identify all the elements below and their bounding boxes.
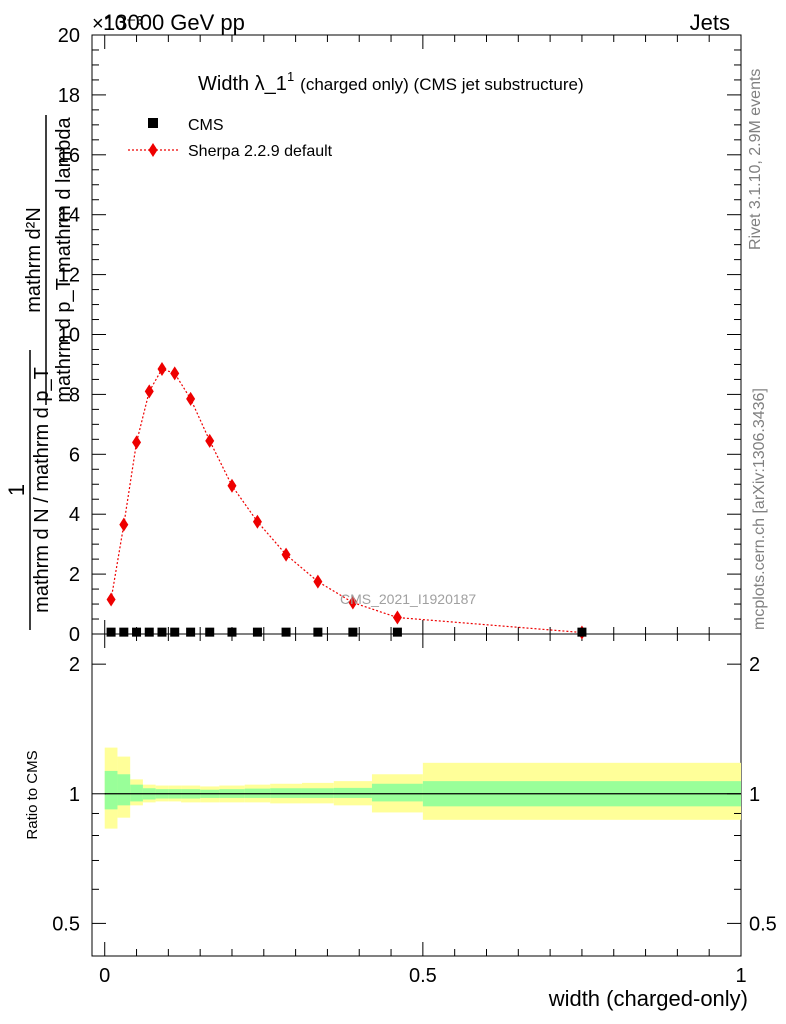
main-y-tick-label: 16 [58, 145, 80, 167]
inner-band-bin [371, 783, 423, 802]
x-tick-label: 0.5 [409, 965, 437, 987]
main-y-tick-label: 14 [58, 205, 80, 227]
inner-band-bin [333, 787, 372, 798]
cms-point [170, 627, 180, 637]
x-axis-title: width (charged-only) [548, 986, 748, 1011]
mcplots-reference-label: mcplots.cern.ch [arXiv:1306.3436] [751, 388, 768, 630]
sherpa-point [227, 478, 237, 493]
cms-point [157, 627, 167, 637]
cms-point [313, 627, 323, 637]
cms-point [132, 627, 142, 637]
main-y-tick-label: 6 [69, 444, 80, 466]
ratio-y-axis-title: Ratio to CMS [24, 750, 41, 839]
chart-title-superscript: 1 [287, 69, 294, 84]
x-tick-label: 0 [99, 965, 110, 987]
sherpa-point [119, 517, 129, 532]
ratio-y-tick-label-left: 1 [69, 784, 80, 806]
cms-point [392, 627, 402, 637]
legend-sherpa-marker [148, 143, 158, 157]
cms-point [106, 627, 116, 637]
cms-point [252, 627, 262, 637]
inner-band-bin [270, 788, 302, 798]
main-axis-ticks: 0 2 4 6 8 10 12 14 16 18 20 [58, 25, 742, 646]
sherpa-curve [110, 368, 582, 634]
legend-sherpa-label: Sherpa 2.2.9 default [188, 143, 333, 160]
ratio-y-tick-label-right: 1 [749, 784, 760, 806]
y-label-one: 1 [4, 484, 29, 496]
chart-title-tail: (charged only) (CMS jet substructure) [300, 75, 583, 94]
main-y-tick-label: 20 [58, 25, 80, 47]
sherpa-point [252, 514, 262, 529]
cms-point [119, 627, 129, 637]
inner-band-bin [117, 774, 131, 806]
main-y-tick-label: 12 [58, 265, 80, 287]
sherpa-point [281, 547, 291, 562]
sherpa-point [348, 595, 358, 610]
inner-band-bin [104, 770, 118, 810]
sherpa-point [144, 384, 154, 399]
cms-point [205, 627, 215, 637]
ratio-y-tick-label-left: 2 [69, 654, 80, 676]
x-tick-label: 1 [735, 965, 746, 987]
main-y-tick-label: 0 [69, 624, 80, 646]
legend: CMS Sherpa 2.2.9 default [128, 117, 333, 160]
ratio-y-tick-label-left: 0.5 [52, 913, 80, 935]
cms-point [281, 627, 291, 637]
cms-point [348, 627, 358, 637]
sherpa-point [186, 391, 196, 406]
inner-band-bin [130, 784, 143, 802]
sherpa-point [313, 574, 323, 589]
y-label-numerator: mathrm d²N [23, 207, 45, 313]
main-y-tick-label: 18 [58, 85, 80, 107]
sherpa-point [392, 610, 402, 625]
y-label-denominator: mathrm d p_T mathrm d lambda [53, 116, 75, 402]
chart-title-main: Width λ_1 [198, 73, 287, 95]
legend-cms-label: CMS [188, 117, 224, 134]
process-label: Jets [690, 10, 730, 35]
cms-point [577, 627, 587, 637]
beam-energy-label: 13000 GeV pp [103, 10, 245, 35]
ratio-y-tick-label-right: 0.5 [749, 913, 777, 935]
ratio-axis-ticks: 0.5 0.5 1 1 2 2 0 0.5 1 [52, 634, 777, 987]
cms-point [186, 627, 196, 637]
inner-band-bin [301, 788, 334, 798]
ratio-uncertainty-bands [104, 747, 741, 829]
main-y-tick-label: 2 [69, 564, 80, 586]
chart-title: Width λ_11 (charged only) (CMS jet substr… [198, 69, 584, 95]
sherpa-point [106, 592, 116, 607]
cms-point [227, 627, 237, 637]
ratio-y-tick-label-right: 2 [749, 654, 760, 676]
legend-cms-marker [148, 118, 158, 128]
rivet-version-label: Rivet 3.1.10, 2.9M events [747, 69, 764, 250]
main-y-tick-label: 4 [69, 504, 80, 526]
main-y-tick-label: 8 [69, 384, 80, 406]
analysis-watermark: CMS_2021_I1920187 [340, 591, 476, 607]
sherpa-point [157, 361, 167, 376]
sherpa-point [170, 366, 180, 381]
sherpa-point [132, 435, 142, 450]
main-y-axis-title: mathrm d²N mathrm d p_T mathrm d lambda … [4, 115, 75, 630]
main-y-tick-label: 10 [58, 325, 80, 347]
sherpa-point [205, 433, 215, 448]
cms-point [144, 627, 154, 637]
axis-multiplier-label: ×10⁻³ [92, 13, 143, 35]
main-data-series [106, 361, 587, 640]
y-label-outer-denominator: mathrm d N / mathrm d p_T [31, 367, 53, 613]
